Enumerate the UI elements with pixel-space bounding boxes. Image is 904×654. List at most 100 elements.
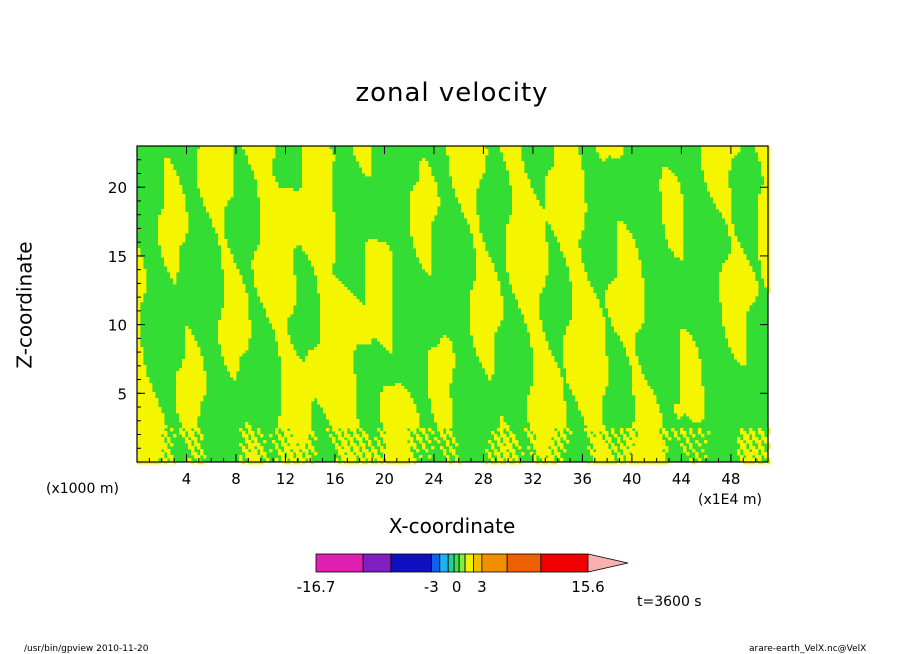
field-positive-cell bbox=[680, 203, 684, 207]
field-positive-cell bbox=[524, 272, 528, 276]
field-positive-cell bbox=[242, 284, 246, 288]
field-positive-cell bbox=[305, 236, 309, 240]
field-positive-cell bbox=[479, 302, 483, 306]
field-positive-cell bbox=[704, 176, 708, 180]
field-positive-cell bbox=[506, 227, 510, 231]
field-positive-cell bbox=[704, 155, 708, 159]
field-positive-cell bbox=[527, 284, 531, 288]
field-positive-cell bbox=[731, 278, 735, 282]
field-positive-cell bbox=[629, 275, 633, 279]
field-positive-cell bbox=[572, 236, 576, 240]
field-positive-cell bbox=[476, 248, 480, 252]
field-positive-cell bbox=[704, 170, 708, 174]
field-positive-cell bbox=[287, 236, 291, 240]
field-positive-cell bbox=[482, 260, 486, 264]
field-positive-cell bbox=[311, 152, 315, 156]
field-positive-cell bbox=[419, 224, 423, 228]
field-positive-cell bbox=[551, 191, 555, 195]
field-positive-cell bbox=[515, 236, 519, 240]
field-positive-cell bbox=[551, 203, 555, 207]
field-positive-cell bbox=[257, 164, 261, 168]
field-positive-cell bbox=[167, 260, 171, 264]
field-positive-cell bbox=[206, 182, 210, 186]
field-positive-cell bbox=[269, 248, 273, 252]
field-positive-cell bbox=[224, 161, 228, 165]
field-positive-cell bbox=[572, 269, 576, 273]
field-positive-cell bbox=[314, 245, 318, 249]
field-positive-cell bbox=[488, 290, 492, 294]
field-positive-cell bbox=[671, 179, 675, 183]
field-positive-cell bbox=[320, 218, 324, 222]
field-positive-cell bbox=[470, 164, 474, 168]
field-positive-cell bbox=[200, 191, 204, 195]
field-positive-cell bbox=[281, 197, 285, 201]
field-positive-cell bbox=[563, 146, 567, 150]
field-positive-cell bbox=[629, 257, 633, 261]
field-positive-cell bbox=[671, 218, 675, 222]
field-positive-cell bbox=[374, 239, 378, 243]
field-positive-cell bbox=[512, 194, 516, 198]
field-positive-cell bbox=[581, 215, 585, 219]
field-positive-cell bbox=[641, 302, 645, 306]
field-positive-cell bbox=[557, 182, 561, 186]
field-positive-cell bbox=[662, 215, 666, 219]
field-positive-cell bbox=[347, 311, 351, 315]
field-positive-cell bbox=[476, 233, 480, 237]
field-positive-cell bbox=[323, 230, 327, 234]
field-positive-cell bbox=[338, 299, 342, 303]
field-positive-cell bbox=[623, 302, 627, 306]
field-positive-cell bbox=[173, 233, 177, 237]
field-positive-cell bbox=[170, 266, 174, 270]
field-positive-cell bbox=[764, 182, 768, 186]
field-positive-cell bbox=[419, 173, 423, 177]
field-positive-cell bbox=[602, 146, 606, 150]
field-positive-cell bbox=[371, 299, 375, 303]
field-positive-cell bbox=[638, 311, 642, 315]
field-positive-cell bbox=[572, 263, 576, 267]
field-positive-cell bbox=[308, 197, 312, 201]
field-positive-cell bbox=[203, 164, 207, 168]
field-positive-cell bbox=[329, 239, 333, 243]
field-positive-cell bbox=[680, 200, 684, 204]
field-positive-cell bbox=[425, 254, 429, 258]
field-positive-cell bbox=[620, 224, 624, 228]
field-positive-cell bbox=[311, 155, 315, 159]
field-positive-cell bbox=[239, 275, 243, 279]
field-positive-cell bbox=[269, 146, 273, 150]
field-positive-cell bbox=[278, 194, 282, 198]
field-positive-cell bbox=[266, 218, 270, 222]
field-positive-cell bbox=[311, 257, 315, 261]
field-positive-cell bbox=[332, 242, 336, 246]
field-positive-cell bbox=[575, 203, 579, 207]
field-positive-cell bbox=[275, 278, 279, 282]
field-positive-cell bbox=[305, 218, 309, 222]
field-positive-cell bbox=[308, 242, 312, 246]
field-positive-cell bbox=[506, 260, 510, 264]
field-positive-cell bbox=[380, 257, 384, 261]
field-positive-cell bbox=[266, 299, 270, 303]
field-positive-cell bbox=[281, 224, 285, 228]
field-positive-cell bbox=[554, 197, 558, 201]
field-positive-cell bbox=[224, 287, 228, 291]
field-positive-cell bbox=[461, 203, 465, 207]
field-positive-cell bbox=[320, 221, 324, 225]
field-positive-cell bbox=[719, 170, 723, 174]
field-positive-cell bbox=[284, 203, 288, 207]
field-positive-cell bbox=[746, 299, 750, 303]
field-positive-cell bbox=[473, 173, 477, 177]
field-positive-cell bbox=[287, 209, 291, 213]
field-positive-cell bbox=[569, 224, 573, 228]
field-positive-cell bbox=[173, 263, 177, 267]
field-positive-cell bbox=[581, 272, 585, 276]
field-positive-cell bbox=[359, 152, 363, 156]
field-positive-cell bbox=[329, 221, 333, 225]
field-positive-cell bbox=[506, 236, 510, 240]
field-positive-cell bbox=[476, 296, 480, 300]
field-positive-cell bbox=[140, 299, 144, 303]
field-positive-cell bbox=[200, 170, 204, 174]
field-positive-cell bbox=[224, 260, 228, 264]
field-positive-cell bbox=[224, 266, 228, 270]
field-positive-cell bbox=[476, 308, 480, 312]
field-positive-cell bbox=[476, 164, 480, 168]
field-positive-cell bbox=[470, 200, 474, 204]
